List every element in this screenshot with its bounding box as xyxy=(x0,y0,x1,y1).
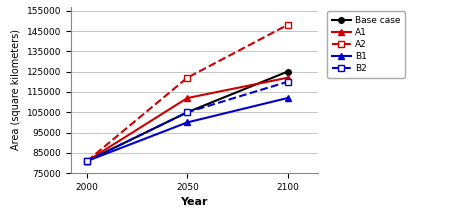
A2 xyxy=(285,24,291,26)
Base case xyxy=(184,111,190,114)
B1 xyxy=(285,97,291,99)
Line: Base case: Base case xyxy=(84,69,290,164)
B1 xyxy=(84,160,90,162)
Line: A1: A1 xyxy=(83,74,291,165)
Line: B2: B2 xyxy=(83,78,291,165)
Line: A2: A2 xyxy=(83,22,291,165)
Base case xyxy=(285,70,291,73)
Base case xyxy=(84,160,90,162)
Y-axis label: Area (square kilometers): Area (square kilometers) xyxy=(11,29,21,151)
B1 xyxy=(184,121,190,124)
Legend: Base case, A1, A2, B1, B2: Base case, A1, A2, B1, B2 xyxy=(327,11,405,78)
X-axis label: Year: Year xyxy=(181,197,208,207)
B2 xyxy=(285,80,291,83)
A1 xyxy=(184,97,190,99)
A2 xyxy=(184,76,190,79)
Line: B1: B1 xyxy=(83,95,291,165)
B2 xyxy=(184,111,190,114)
A2 xyxy=(84,160,90,162)
B2 xyxy=(84,160,90,162)
A1 xyxy=(285,76,291,79)
A1 xyxy=(84,160,90,162)
